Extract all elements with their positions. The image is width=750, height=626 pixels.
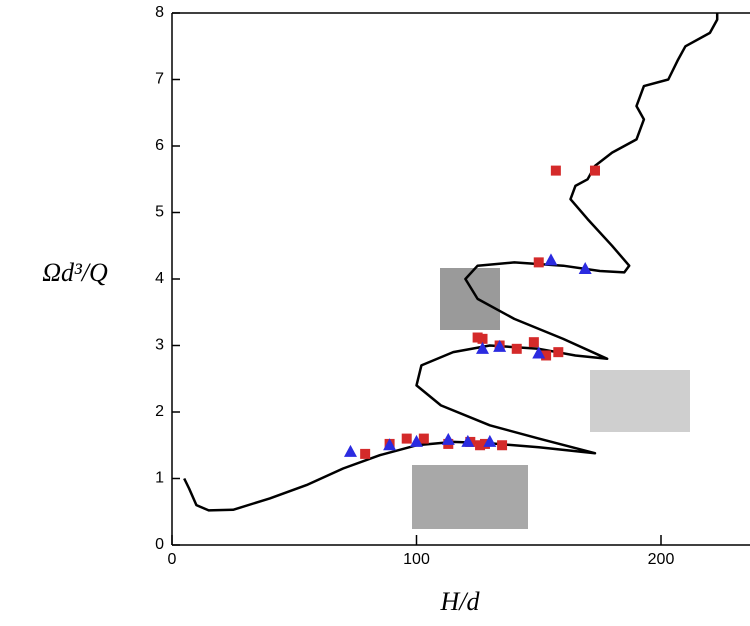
triangle-marker: [532, 346, 546, 359]
triangle-marker: [493, 339, 507, 352]
photos: [412, 268, 690, 529]
triangle-marker: [343, 444, 357, 457]
square-marker: [418, 433, 429, 444]
triangle-marker: [476, 341, 490, 354]
square-marker: [477, 333, 488, 344]
square-marker: [589, 165, 600, 176]
y-tick-label: 3: [155, 337, 164, 354]
y-tick-label: 8: [155, 4, 164, 21]
x-axis-title: H/d: [440, 587, 481, 616]
y-tick-label: 5: [155, 204, 164, 221]
square-marker: [401, 433, 412, 444]
photo: [412, 465, 528, 529]
triangle-marker: [410, 434, 423, 447]
triangle-marker: [544, 253, 558, 266]
triangle-marker: [383, 438, 397, 451]
y-tick-label: 0: [155, 536, 164, 553]
square-marker: [479, 438, 490, 449]
x-tick-label: 0: [168, 551, 177, 568]
y-axis-title: Ωd³/Q: [42, 258, 108, 287]
x-tick-label: 100: [403, 551, 430, 568]
x-tick-label: 200: [648, 551, 675, 568]
y-tick-label: 1: [155, 470, 164, 487]
triangle-marker: [461, 434, 475, 447]
curve: [183, 13, 719, 512]
square-marker: [511, 343, 522, 354]
triangle-marker: [483, 434, 497, 447]
y-tick-label: 7: [155, 71, 164, 88]
triangle-marker: [578, 262, 592, 275]
square-marker: [550, 165, 561, 176]
triangle-marker: [441, 432, 455, 445]
square-marker: [497, 440, 508, 451]
y-tick-label: 4: [155, 270, 164, 287]
square-marker: [360, 448, 371, 459]
square-marker: [533, 257, 544, 268]
photo: [590, 370, 690, 432]
square-marker: [541, 350, 552, 361]
photo: [440, 268, 500, 330]
y-tick-label: 2: [155, 403, 164, 420]
square-marker: [553, 347, 564, 358]
y-tick-label: 6: [155, 137, 164, 154]
square-marker: [528, 337, 539, 348]
